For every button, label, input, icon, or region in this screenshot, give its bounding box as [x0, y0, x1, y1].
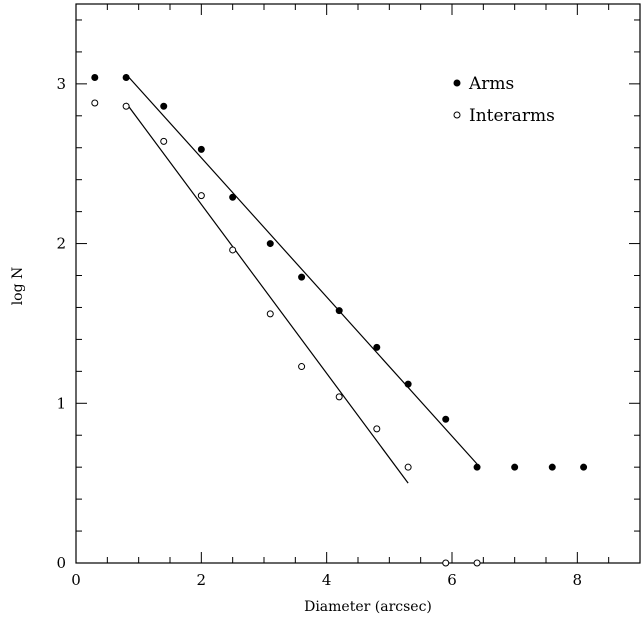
y-tick-label: 0 [56, 554, 66, 572]
plot-frame [75, 3, 641, 564]
data-point-interarms [373, 425, 381, 433]
y-tick-label: 3 [56, 75, 66, 93]
legend: Arms Interarms [453, 74, 555, 126]
y-tick-label: 1 [56, 394, 66, 412]
data-point-arms [266, 240, 274, 248]
legend-marker-interarms [453, 111, 461, 119]
fit-line-arms [125, 73, 478, 465]
legend-label-interarms: Interarms [469, 106, 555, 126]
x-tick-label: 2 [197, 571, 207, 589]
data-point-interarms [335, 393, 343, 401]
data-point-interarms [197, 192, 205, 200]
y-axis-title: log N [10, 267, 26, 306]
data-point-arms [122, 73, 130, 81]
data-point-arms [298, 273, 306, 281]
data-point-interarms [122, 102, 130, 110]
data-point-arms [580, 463, 588, 471]
data-point-interarms [473, 559, 481, 567]
x-tick-label: 8 [573, 571, 583, 589]
data-point-interarms [229, 246, 237, 254]
data-point-arms [373, 343, 381, 351]
x-tick-label: 0 [71, 571, 81, 589]
data-point-arms [473, 463, 481, 471]
data-point-arms [511, 463, 519, 471]
data-point-interarms [160, 137, 168, 145]
data-point-arms [335, 307, 343, 315]
data-point-arms [548, 463, 556, 471]
data-point-interarms [404, 463, 412, 471]
x-tick-label: 6 [447, 571, 457, 589]
data-point-interarms [442, 559, 450, 567]
data-point-arms [442, 415, 450, 423]
data-point-interarms [266, 310, 274, 318]
data-points-layer [91, 73, 588, 567]
legend-marker-arms [453, 79, 461, 87]
data-point-arms [404, 380, 412, 388]
x-axis-title: Diameter (arcsec) [304, 599, 432, 615]
x-tick-label: 4 [322, 571, 332, 589]
data-point-interarms [91, 99, 99, 107]
data-point-interarms [298, 363, 306, 371]
y-tick-label: 2 [56, 235, 66, 253]
data-point-arms [197, 145, 205, 153]
data-point-arms [91, 73, 99, 81]
axes-layer: 0 2 4 6 8 0 1 2 3 [56, 3, 641, 589]
legend-label-arms: Arms [468, 74, 514, 94]
data-point-arms [229, 193, 237, 201]
data-point-arms [160, 102, 168, 110]
fit-line-interarms [125, 102, 409, 484]
fit-lines-layer [125, 73, 478, 484]
